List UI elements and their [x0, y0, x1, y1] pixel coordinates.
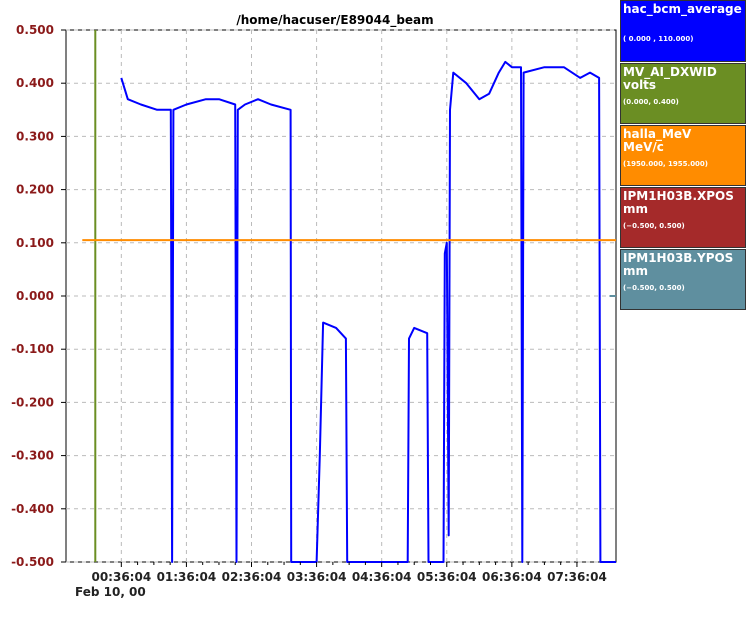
legend-item[interactable]: halla_MeV MeV/c (1950.000, 1955.000) — [620, 125, 746, 186]
legend-item-range: (−0.500, 0.500) — [623, 284, 685, 292]
legend-item[interactable]: IPM1H03B.YPOS mm (−0.500, 0.500) — [620, 249, 746, 310]
grid — [66, 29, 616, 563]
y-tick-label: -0.200 — [11, 395, 54, 409]
x-tick-label: 06:36:04 — [482, 570, 542, 584]
legend-item-range: (−0.500, 0.500) — [623, 222, 685, 230]
legend-item[interactable]: IPM1H03B.XPOS mm (−0.500, 0.500) — [620, 187, 746, 248]
y-tick-label: 0.100 — [16, 236, 54, 250]
x-axis: 00:36:04 01:36:04 02:36:04 03:36:04 04:36:04… — [91, 562, 607, 584]
y-tick-label: -0.500 — [11, 555, 54, 569]
x-tick-label: 00:36:04 — [91, 570, 151, 584]
legend-item-range: (1950.000, 1955.000) — [623, 160, 709, 168]
x-tick-label: 05:36:04 — [417, 570, 477, 584]
legend-item-units: MeV/c — [623, 140, 664, 154]
series-group — [82, 30, 616, 563]
y-tick-label: 0.400 — [16, 76, 54, 90]
y-tick-label: 0.300 — [16, 129, 54, 143]
legend-item-name: halla_MeV — [623, 128, 692, 141]
x-date-label: Feb 10, 00 — [75, 585, 146, 599]
y-tick-label: -0.300 — [11, 449, 54, 463]
legend-item-range: (0.000, 0.400) — [623, 98, 679, 106]
legend-item[interactable]: hac_bcm_average ( 0.000 , 110.000) — [620, 0, 746, 62]
legend-item[interactable]: MV_AI_DXWID volts (0.000, 0.400) — [620, 63, 746, 124]
y-tick-label: 0.500 — [16, 23, 54, 37]
y-tick-label: 0.000 — [16, 289, 54, 303]
x-tick-label: 02:36:04 — [222, 570, 282, 584]
legend-item-name: MV_AI_DXWID — [623, 66, 717, 79]
legend-item-units: volts — [623, 78, 657, 92]
legend-item-units: mm — [623, 264, 649, 278]
legend-item-range: ( 0.000 , 110.000) — [623, 35, 694, 43]
x-tick-label: 04:36:04 — [352, 570, 412, 584]
legend-item-units — [623, 16, 743, 29]
y-tick-label: -0.400 — [11, 502, 54, 516]
y-axis: 0.500 0.400 0.300 0.200 0.100 0.000 -0.100 -0.2… — [11, 23, 66, 569]
legend-item-name: IPM1H03B.YPOS — [623, 252, 734, 265]
legend-item-name: IPM1H03B.XPOS — [623, 190, 734, 203]
chart-title: /home/hacuser/E89044_beam — [236, 13, 433, 28]
y-tick-label: 0.200 — [16, 183, 54, 197]
legend-item-name: hac_bcm_average — [623, 3, 742, 16]
legend-item-units: mm — [623, 202, 649, 216]
x-tick-label: 01:36:04 — [157, 570, 217, 584]
series-line-hac-bcm-average — [120, 60, 616, 563]
x-tick-label: 07:36:04 — [547, 570, 607, 584]
x-tick-label: 03:36:04 — [287, 570, 347, 584]
y-tick-label: -0.100 — [11, 342, 54, 356]
